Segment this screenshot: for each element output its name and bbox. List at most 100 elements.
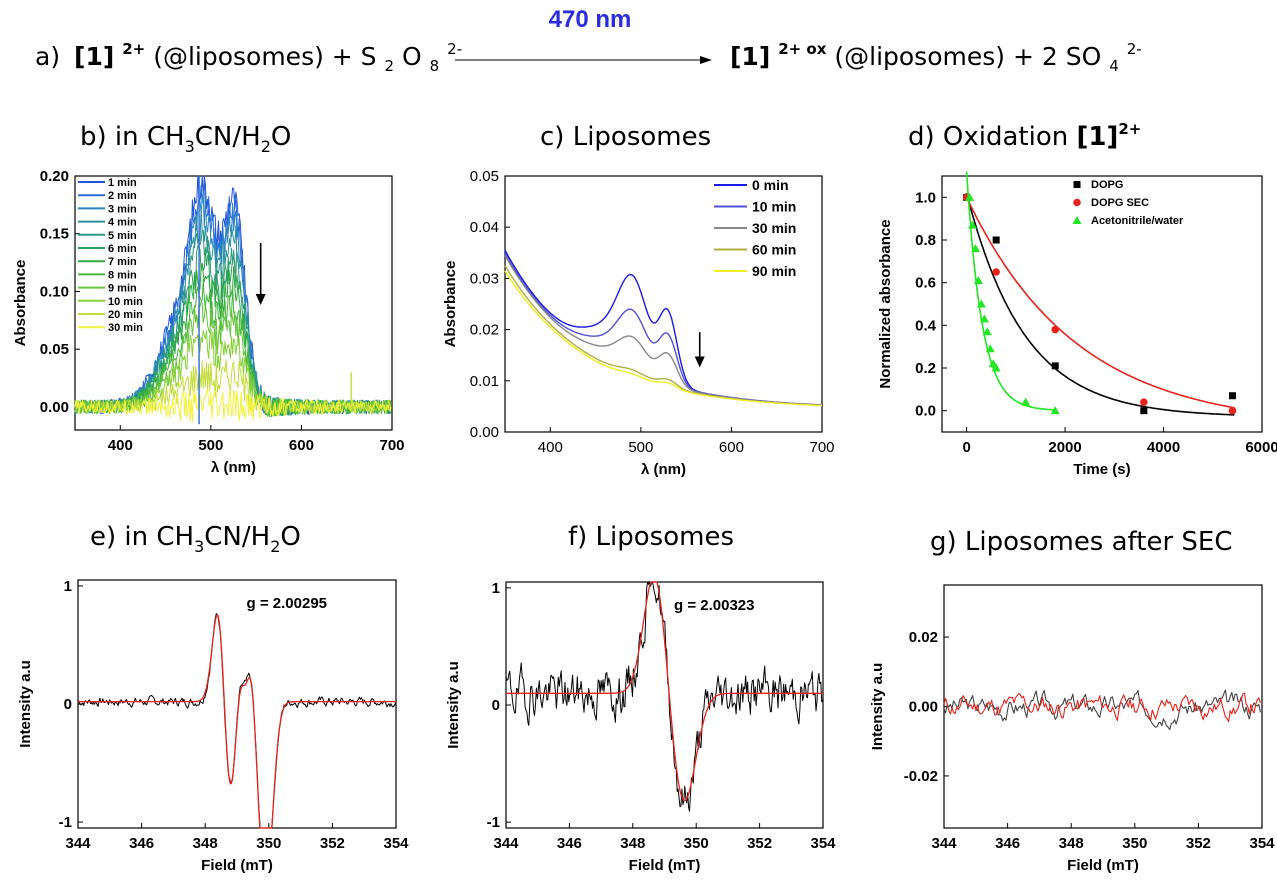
y-tick-label: 0.02	[909, 629, 938, 646]
x-axis-label: Field (mT)	[201, 857, 273, 874]
x-axis-label: λ (nm)	[641, 461, 686, 478]
legend-marker	[1073, 181, 1081, 188]
x-tick-label: 354	[383, 835, 409, 852]
y-axis-label: Intensity a.u	[17, 660, 34, 748]
noise-trace	[943, 692, 1261, 723]
x-tick-label: 400	[538, 439, 563, 456]
data-point-square	[1140, 407, 1148, 415]
x-tick-label: 352	[747, 835, 772, 852]
data-point-triangle	[979, 314, 989, 323]
y-tick-label: 0.00	[470, 424, 499, 441]
y-tick-label: 0.8	[915, 232, 936, 249]
x-tick-label: 4000	[1147, 439, 1180, 456]
legend-label: 2 min	[108, 190, 137, 202]
data-point-triangle	[1021, 397, 1031, 406]
y-tick-label: 1	[492, 580, 500, 597]
legend-label: 30 min	[108, 322, 143, 334]
legend-label: 3 min	[108, 203, 137, 215]
fit-trace	[77, 614, 397, 829]
x-tick-label: 400	[108, 437, 133, 454]
persulfate-charge: 2-	[447, 40, 462, 58]
legend-marker	[1072, 216, 1082, 224]
legend-label: DOPG	[1091, 179, 1123, 191]
x-tick-label: 348	[193, 835, 218, 852]
legend-label: 30 min	[752, 220, 796, 236]
fit-curve	[965, 171, 1058, 411]
x-tick-label: 352	[320, 835, 345, 852]
x-tick-label: 348	[620, 835, 645, 852]
chart-d-oxidation-kinetics: 0 2000 4000 6000 0.0 0.2 0.4 0.6 0.8 1.0 Time (s) N…	[877, 171, 1277, 478]
y-axis-label: Absorbance	[12, 260, 29, 347]
x-tick-label: 344	[493, 835, 519, 852]
legend-label: Acetonitrile/water	[1091, 215, 1184, 227]
persulfate-sub-2: 2	[385, 57, 395, 75]
persulfate-sub-8: 8	[430, 57, 440, 75]
y-tick-label: 0.4	[915, 317, 937, 334]
product-charge: 2+ ox	[778, 40, 827, 58]
x-tick-label: 6000	[1245, 439, 1277, 456]
svg-text:[1] 2+ ox (@lipos: [1] 2+ ox (@liposomes) + 2 SO 4 2-	[730, 31, 1142, 77]
y-tick-label: 0.00	[40, 399, 69, 416]
y-tick-label: -1	[59, 814, 72, 831]
data-point-triangle	[968, 220, 978, 229]
chart-b-uv-vis-acetonitrile: 400 500 600 700 0.00 0.05 0.10 0.15 0.20 λ (nm) Ab…	[12, 168, 405, 476]
y-tick-label: 0.03	[470, 270, 499, 287]
data-point-circle	[1228, 406, 1237, 415]
sulfate-sub-4: 4	[1109, 57, 1119, 75]
panel-b-title: b) in CH3CN/H2O	[80, 122, 291, 156]
x-tick-label: 700	[379, 437, 404, 454]
x-tick-label: 346	[129, 835, 154, 852]
y-axis-label: Absorbance	[442, 261, 459, 348]
x-tick-label: 344	[65, 835, 91, 852]
persulfate-o: O	[402, 42, 422, 71]
y-tick-label: 0.04	[470, 219, 499, 236]
y-tick-label: 0.6	[915, 275, 936, 292]
data-point-circle	[1051, 325, 1060, 334]
decay-arrowhead	[694, 356, 705, 368]
legend-label: 6 min	[108, 243, 137, 255]
y-axis-label: Intensity a.u	[445, 661, 462, 749]
x-tick-label: 500	[198, 437, 223, 454]
plot-frame	[504, 175, 823, 433]
data-point-triangle	[1050, 406, 1060, 415]
fit-curve	[965, 192, 1235, 416]
x-tick-label: 354	[1249, 835, 1275, 852]
spectrum-line-90-min	[504, 270, 823, 407]
legend-label: 4 min	[108, 217, 137, 229]
data-point-circle	[1140, 398, 1148, 406]
experimental-trace	[505, 581, 824, 812]
y-tick-label: 0.15	[40, 226, 69, 243]
panel-g-title: g) Liposomes after SEC	[930, 527, 1232, 557]
x-tick-label: 350	[684, 835, 709, 852]
spectrum-line-60-min	[504, 265, 823, 407]
y-tick-label: 0.05	[40, 341, 69, 358]
legend-label: 0 min	[752, 177, 789, 193]
legend-label: 1 min	[108, 177, 137, 189]
data-point-triangle	[970, 244, 980, 253]
y-tick-label: 0.10	[40, 283, 69, 300]
fit-curve	[965, 196, 1235, 409]
x-tick-label: 500	[628, 439, 653, 456]
x-tick-label: 600	[289, 437, 314, 454]
wavelength-label: 470 nm	[549, 6, 632, 33]
chart-g-epr-after-sec: 344 346 348 350 352 354 -0.02 0.00 0.02 Field (mT…	[869, 584, 1275, 874]
x-tick-label: 346	[557, 835, 582, 852]
x-tick-label: 348	[1059, 835, 1084, 852]
data-point-triangle	[965, 192, 975, 201]
panel-f-title: f) Liposomes	[568, 522, 734, 552]
y-tick-label: 0.05	[470, 168, 499, 185]
data-point-triangle	[976, 299, 986, 308]
y-tick-label: 0.02	[470, 322, 499, 339]
chart-e-epr-acetonitrile: 344 346 348 350 352 354 -1 0 1 Field (mT) Intensit…	[17, 578, 409, 874]
chart-f-epr-liposomes: 344 346 348 350 352 354 -1 0 1 Field (mT) Intensit…	[445, 580, 836, 874]
x-tick-label: 0	[962, 439, 970, 456]
x-tick-label: 346	[995, 835, 1020, 852]
y-tick-label: 0.01	[470, 373, 499, 390]
fit-trace	[505, 581, 824, 802]
data-point-triangle	[991, 363, 1001, 372]
reactant-context: (@liposomes) + S	[153, 42, 376, 71]
y-tick-label: 0.20	[40, 168, 69, 185]
data-point-square	[1051, 362, 1059, 370]
legend-label: 8 min	[108, 269, 137, 281]
